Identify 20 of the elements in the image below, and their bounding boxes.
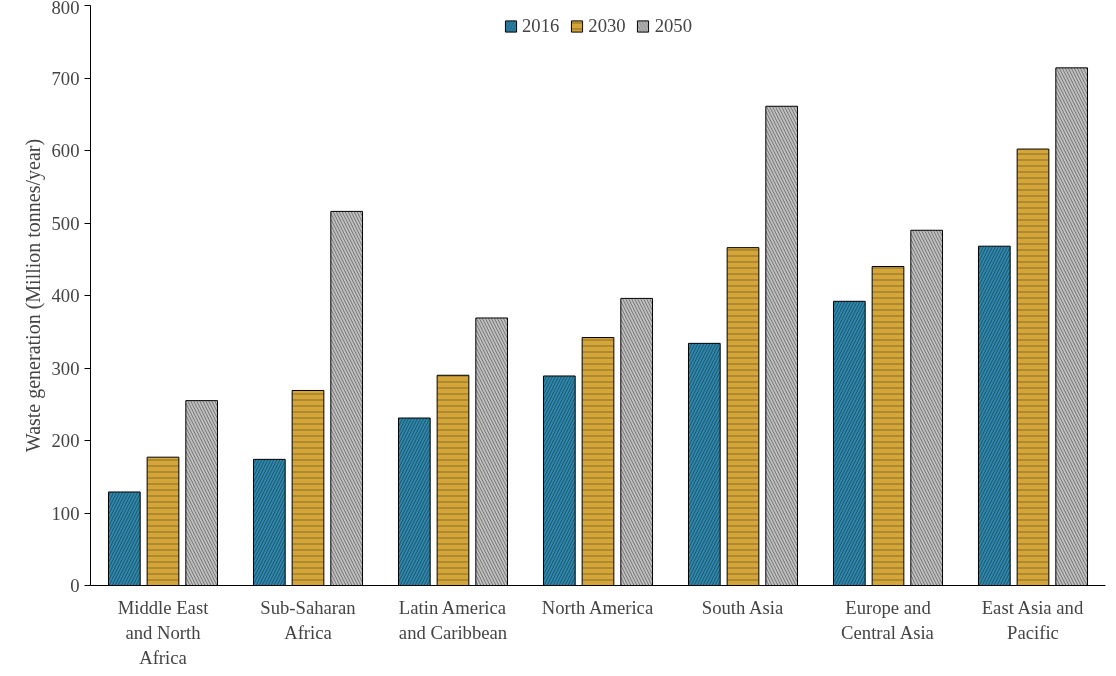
x-tick-label: Latin America and Caribbean xyxy=(398,596,508,643)
x-tick-label: North America xyxy=(541,596,654,618)
legend-label: 2050 xyxy=(654,15,692,37)
x-tick-label: Middle East and North Africa xyxy=(117,596,210,668)
y-tick-label: 600 xyxy=(51,140,80,161)
x-tick-label: South Asia xyxy=(701,596,784,618)
y-axis-title: Waste generation (Million tonnes/year) xyxy=(21,138,45,453)
y-tick-label: 0 xyxy=(70,575,80,596)
y-tick-label: 100 xyxy=(51,502,80,524)
y-tick-label: 200 xyxy=(51,430,80,451)
x-tick-label: Europe and Central Asia xyxy=(841,596,935,643)
legend-label: 2016 xyxy=(522,15,560,37)
y-tick-label: 400 xyxy=(51,285,80,306)
x-tick-label: Sub-Saharan Africa xyxy=(260,596,357,643)
legend-label: 2030 xyxy=(588,15,626,37)
y-tick-label: 300 xyxy=(51,357,80,379)
y-tick-label: 800 xyxy=(51,0,80,18)
x-tick-label: East Asia and Pacific xyxy=(981,596,1084,643)
y-tick-label: 700 xyxy=(51,67,80,89)
y-tick-label: 500 xyxy=(51,212,80,234)
